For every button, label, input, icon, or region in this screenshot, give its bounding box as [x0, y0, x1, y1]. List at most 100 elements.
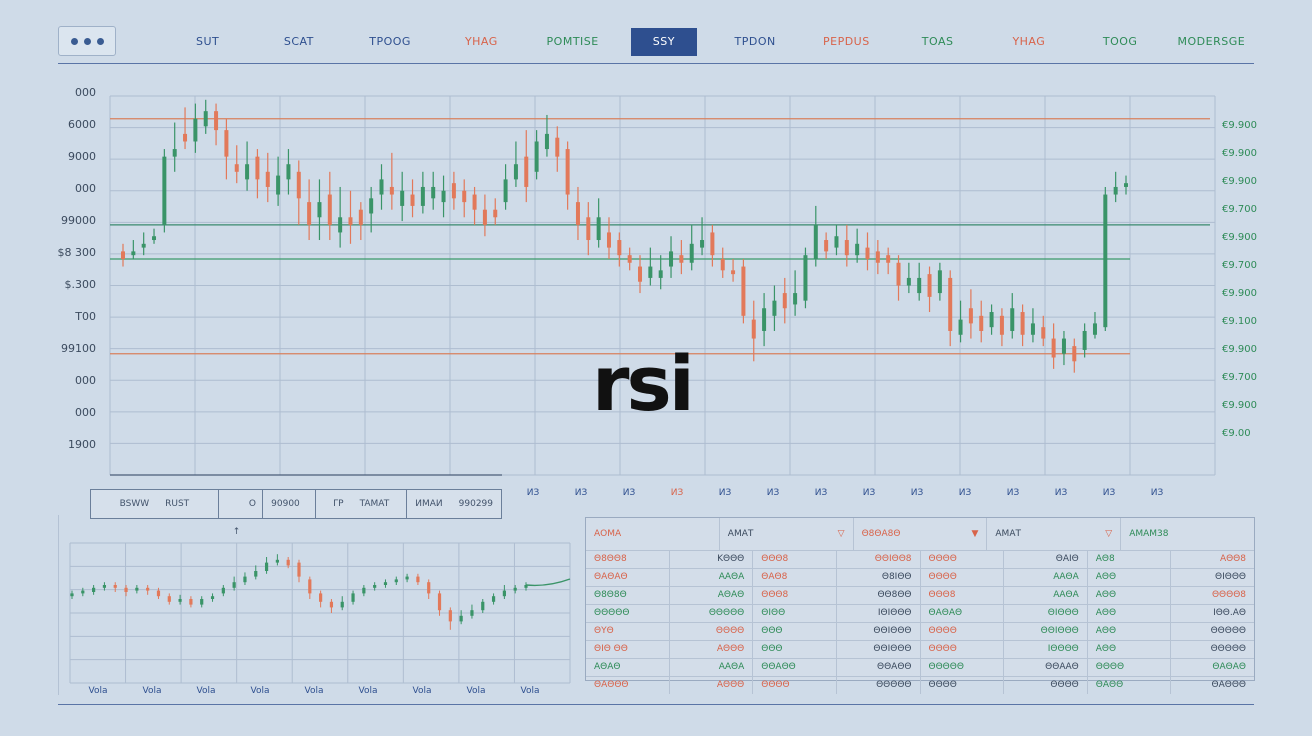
candle-body [1103, 194, 1108, 328]
candle [1041, 315, 1046, 347]
mini-candle-body [513, 587, 517, 591]
tab-toog[interactable]: TOOG [1102, 35, 1138, 48]
tab-pomtise[interactable]: POMTISE [546, 35, 599, 48]
table-cell: ΘΘΘΘ [753, 677, 837, 694]
table-row[interactable]: ΘΘΘΘΘ ΘΘΘΘΘ ΘΙΘΘ ΙΘΙΘΘΘ ΘΑΘΑΘ ΘΙΘΘΘ ΑΘΘ ΙΘΘ.ΑΘ [586, 605, 1254, 623]
table-cell: ΘΘΘΘ [1088, 659, 1172, 676]
candle [307, 179, 312, 241]
candle-body [348, 217, 353, 225]
candle [989, 304, 994, 335]
mini-candle-body [502, 590, 506, 597]
candle-body [141, 243, 146, 248]
candle [968, 289, 973, 339]
mini-candle [243, 572, 247, 585]
candle [1103, 186, 1108, 331]
tab-yhag[interactable]: YHAG [1012, 35, 1046, 48]
table-row[interactable]: ΘΙΘ ΘΘ ΑΘΘΘ ΘΘΘ ΘΘΙΘΘΘ ΘΘΘΘ ΙΘΘΘΘ ΑΘΘ ΘΘΘΘΘ [586, 641, 1254, 659]
sort-arrow-icon[interactable]: ▽ [1105, 529, 1113, 539]
mini-candle-body [210, 596, 215, 599]
table-cell: Θ8Θ8Θ [586, 587, 670, 604]
table-row[interactable]: Θ8ΘΘ8 ΚΘΘΘ ΘΘΘ8 ΘΘΙΘΘ8 ΘΘΘΘ ΘΑΙΘ ΑΘ8 ΑΘΘ8 [586, 551, 1254, 569]
mini-candle [124, 585, 128, 597]
table-row[interactable]: Θ8Θ8Θ ΑΘΑΘ ΘΘΘ8 ΘΘ8ΘΘ ΘΘΘ8 ΑΑΘΑ ΑΘΘ ΘΘΘΘ8 [586, 587, 1254, 605]
table-header-cell[interactable]: ΑΜΑΤ ▽ [987, 518, 1122, 550]
candle [493, 198, 498, 225]
control-cell[interactable]: ИМАИ 990299 [407, 490, 501, 518]
candle [648, 247, 653, 286]
mini-trend-line [525, 578, 571, 587]
mini-candle [286, 557, 290, 569]
sort-arrow-icon[interactable]: ▽ [837, 529, 845, 539]
control-cell[interactable]: O ↑ [219, 490, 264, 537]
candle [224, 118, 229, 180]
candle [689, 224, 694, 271]
candle [338, 186, 343, 248]
control-cell[interactable]: 90900 [263, 490, 317, 518]
menu-dots-icon[interactable] [58, 26, 116, 56]
mini-x-tick-label: Vola [89, 686, 108, 696]
x-tick-label: ИЗ [527, 488, 540, 498]
mini-candle [470, 604, 474, 619]
candle [369, 186, 374, 233]
x-tick-label: ИЗ [1055, 488, 1068, 498]
tab-tpdon[interactable]: TPDON [734, 35, 776, 48]
table-cell: ΑΘΘΘ [670, 641, 754, 658]
candle [286, 149, 291, 195]
table-header-cell[interactable]: ΑΜΑΤ ▽ [720, 518, 854, 550]
table-cell: ΘΘΘΘΘ [670, 605, 754, 622]
mini-candle-body [113, 585, 117, 588]
table-cell: Θ8ΙΘΘ [837, 569, 921, 586]
candle [472, 186, 477, 225]
candle-body [989, 312, 994, 328]
sort-arrow-icon[interactable]: ▼ [971, 529, 979, 539]
mini-candle-body [416, 576, 420, 583]
table-cell: ΑΘΘ [1088, 605, 1172, 622]
candle-body [276, 175, 281, 195]
table-row[interactable]: ΘΑΘΑΘ ΑΑΘΑ ΘΑΘ8 Θ8ΙΘΘ ΘΘΘΘ ΑΑΘΑ ΑΘΘ ΘΙΘΘΘ [586, 569, 1254, 587]
table-cell: ΘΘΑΑΘ [1004, 659, 1088, 676]
y-left-tick-label: 000 [75, 86, 96, 99]
table-cell: ΑΑΘΑ [1004, 569, 1088, 586]
tab-pepdus[interactable]: PEPDUS [823, 35, 870, 48]
candle [441, 175, 446, 218]
candle [400, 171, 405, 222]
candle [245, 141, 250, 191]
table-cell: ΘΘΙΘΘΘ [837, 641, 921, 658]
control-cell[interactable]: ΓΡ TAMAT [316, 490, 408, 518]
y-left-tick-label: 9000 [68, 150, 96, 163]
table-row[interactable]: ΘΥΘ ΘΘΘΘ ΘΘΘ ΘΘΙΘΘΘ ΘΘΘΘ ΘΘΙΘΘΘ ΑΘΘ ΘΘΘΘΘ [586, 623, 1254, 641]
candle [1092, 312, 1097, 339]
tab-modersge[interactable]: MODERSGE [1177, 35, 1246, 48]
candle-body [700, 240, 705, 248]
candle-body [203, 111, 208, 127]
candle [803, 247, 808, 309]
table-cell: ΑΘΑΘ [670, 587, 754, 604]
table-row[interactable]: ΑΘΑΘ ΑΑΘΑ ΘΘΑΘΘ ΘΘΑΘΘ ΘΘΘΘΘ ΘΘΑΑΘ ΘΘΘΘ ΘΑΘΑΘ [586, 659, 1254, 677]
candles [121, 99, 1128, 373]
tab-scat[interactable]: SCAT [283, 35, 314, 48]
table-cell: ΘΘΘΘ [921, 677, 1005, 694]
table-header-cell[interactable]: ΑΟΜΑ [586, 518, 720, 550]
candle [265, 152, 270, 203]
candle [937, 262, 942, 301]
candle-body [307, 202, 312, 225]
table-cell: ΑΘΘ [1088, 587, 1172, 604]
y-left-tick-label: $.300 [65, 278, 97, 291]
candle-body [255, 156, 260, 180]
tab-toas[interactable]: TOAS [921, 35, 954, 48]
mini-candle-body [437, 593, 442, 611]
table-header-cell[interactable]: ΑΜΑΜ38 [1121, 518, 1254, 550]
candle-body [1041, 327, 1046, 339]
candle [410, 179, 415, 218]
table-cell: ΘΙΘ ΘΘ [586, 641, 670, 658]
mini-candle [416, 573, 420, 585]
tab-ssy[interactable]: SSY [631, 28, 697, 56]
mini-candle [362, 585, 366, 597]
tab-sut[interactable]: SUT [195, 35, 220, 48]
table-row[interactable]: ΘΑΘΘΘ ΑΘΘΘ ΘΘΘΘ ΘΘΘΘΘ ΘΘΘΘ ΘΘΘΘ ΘΑΘΘ ΘΑΘΘΘ [586, 677, 1254, 694]
tab-tpoog[interactable]: TPOOG [369, 35, 411, 48]
tab-yhag[interactable]: YHAG [464, 35, 498, 48]
y-left-tick-label: 000 [75, 182, 96, 195]
control-cell[interactable]: BSWW RUST [91, 490, 219, 518]
table-header-cell[interactable]: Θ8ΘΑ8Θ ▼ [854, 518, 988, 550]
